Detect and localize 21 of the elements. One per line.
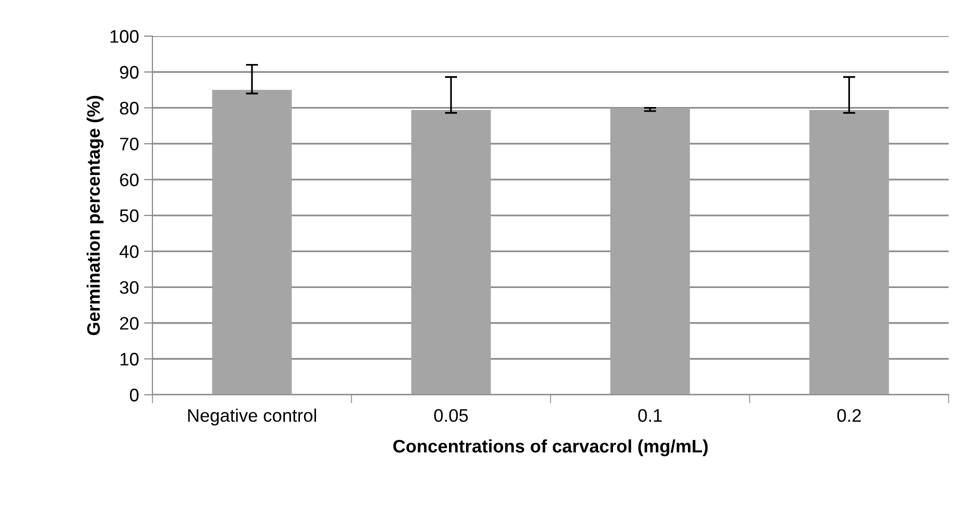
y-tick-label: 50 <box>120 209 139 222</box>
y-tick-label: 70 <box>120 138 139 150</box>
bar <box>610 108 690 395</box>
y-tick-label: 0 <box>130 388 139 402</box>
x-tick-label: 0.2 <box>837 409 861 422</box>
y-tick-label: 90 <box>120 66 139 79</box>
y-axis-title: Germination percentage (%) <box>86 96 104 336</box>
y-tick-label: 60 <box>120 174 139 186</box>
y-tick-label: 40 <box>120 245 139 258</box>
y-tick-label: 10 <box>120 352 139 366</box>
x-tick-label: Negative control <box>188 408 316 426</box>
y-tick-label: 80 <box>120 102 139 115</box>
x-tick-label: 0.05 <box>434 409 468 422</box>
y-tick-label: 20 <box>120 316 139 330</box>
x-tick-label: 0.1 <box>638 409 662 422</box>
x-axis-title: Concentrations of carvacrol (mg/mL) <box>393 439 708 456</box>
bar <box>212 90 292 395</box>
bar <box>809 110 889 395</box>
y-tick-label: 30 <box>120 281 139 294</box>
bar <box>411 110 491 395</box>
y-tick-label: 100 <box>110 30 139 43</box>
